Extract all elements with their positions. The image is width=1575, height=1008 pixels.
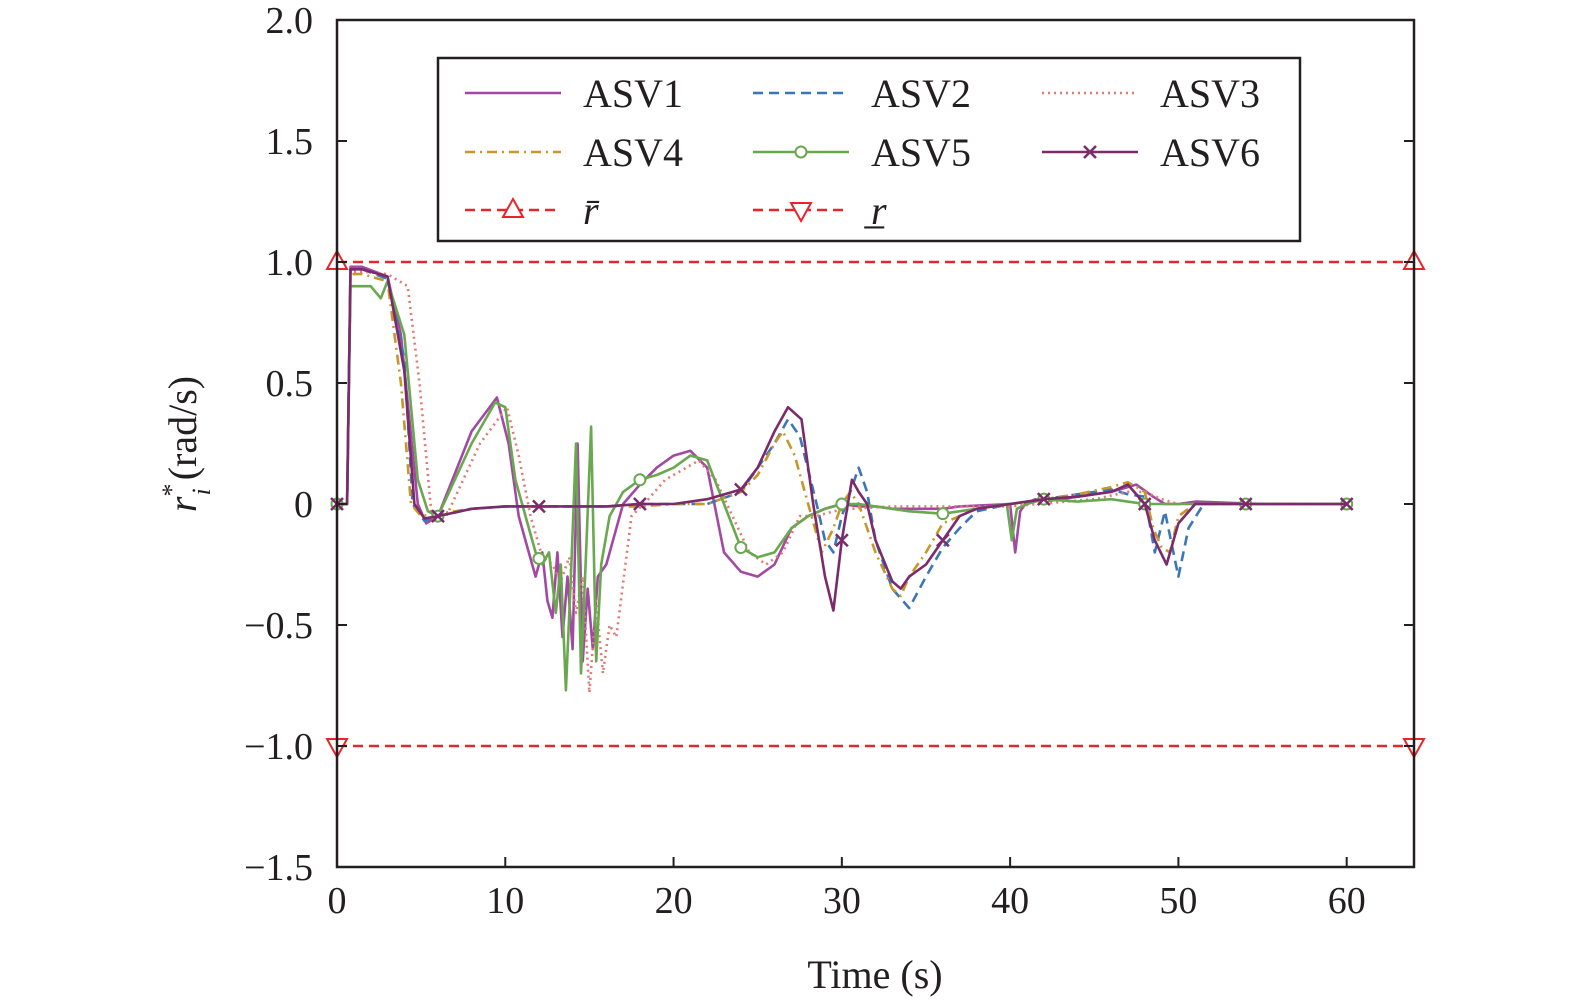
legend-item-asv3: ASV3: [1042, 71, 1260, 116]
y-tick-label: −0.5: [244, 605, 313, 647]
series-line-asv1: [337, 265, 1347, 663]
x-tick-label: 20: [655, 880, 693, 922]
y-axis-title: r*i (rad/s): [157, 376, 216, 512]
legend-label-r-upper-bound: r̄: [583, 188, 600, 233]
series-asv4: [337, 272, 1347, 598]
x-tick-label: 0: [328, 880, 347, 922]
series-asv5: [330, 280, 1354, 692]
x-tick-label: 30: [823, 880, 861, 922]
series-asv3: [337, 270, 1347, 695]
y-tick-label: 0: [294, 484, 313, 526]
x-tick-label: 60: [1328, 880, 1366, 922]
y-axis-label-unit: (rad/s): [160, 376, 205, 480]
series-marker-asv6: [431, 509, 445, 523]
x-tick-label: 10: [486, 880, 524, 922]
legend-box: [436, 56, 1302, 243]
y-tick-label: 2.0: [266, 0, 314, 42]
y-axis-label-sup: *: [157, 484, 186, 497]
series-asv1: [337, 265, 1347, 663]
legend-item-asv2: ASV2: [753, 71, 971, 116]
series-asv2: [337, 268, 1347, 610]
legend-item-asv6: ASV6: [1042, 130, 1260, 175]
series-line-asv4: [337, 272, 1347, 598]
series-asv6: [330, 268, 1354, 612]
series-marker-asv5: [734, 541, 748, 555]
series-marker-asv6: [532, 499, 546, 514]
x-tick-label: 40: [991, 880, 1029, 922]
y-axis-label: r*i (rad/s): [157, 376, 216, 512]
series-line-asv2: [337, 268, 1347, 610]
series-marker-asv6: [1137, 497, 1152, 511]
legend-label-asv2: ASV2: [871, 71, 971, 116]
plot-area: 0 10 20 30 40 50 60 −1.5 −1.0 −0.5 0 0.5 1.0 1.5 2.0: [244, 0, 1426, 922]
legend-marker-asv6: [1083, 145, 1097, 159]
x-axis-title: Time (s): [807, 952, 942, 997]
legend-item-asv1: ASV1: [465, 71, 683, 116]
tick-layer: 0 10 20 30 40 50 60 −1.5 −1.0 −0.5 0 0.5 1.0 1.5 2.0: [244, 0, 1414, 922]
series-line-asv3: [337, 270, 1347, 695]
series-marker-asv6: [1036, 492, 1051, 507]
legend-label-asv5: ASV5: [871, 130, 971, 175]
legend-marker-r-lower-bound: [789, 202, 813, 224]
plot-frame: [335, 18, 1416, 869]
series-marker-asv6: [1238, 497, 1253, 511]
y-axis-label-main: r: [160, 496, 205, 512]
y-tick-label: 1.0: [266, 242, 314, 284]
legend-label-asv4: ASV4: [583, 130, 683, 175]
legend-label-asv3: ASV3: [1160, 71, 1260, 116]
series-r-upper-bound: [325, 248, 1426, 270]
legend-item-asv5: ASV5: [753, 130, 971, 175]
series-r-lower-bound: [325, 738, 1426, 760]
series-marker-asv5: [835, 497, 849, 511]
legend-marker-asv5: [794, 145, 808, 159]
x-tick-label: 50: [1159, 880, 1197, 922]
x-axis-label: Time (s): [807, 952, 942, 997]
y-tick-label: 1.5: [266, 121, 314, 163]
series-marker-asv6: [733, 482, 748, 497]
series-layer: [325, 248, 1426, 760]
legend-marker-r-upper-bound: [501, 196, 525, 218]
series-marker-asv5: [936, 507, 950, 521]
legend-label-asv6: ASV6: [1160, 130, 1260, 175]
series-marker-asv6: [633, 497, 647, 511]
series-marker-asv6: [834, 533, 849, 548]
y-axis-label-sub: i: [187, 488, 216, 495]
legend-item-asv4: ASV4: [465, 130, 683, 175]
series-marker-asv6: [935, 533, 950, 548]
series-marker-asv5: [532, 551, 546, 565]
y-tick-label: 0.5: [266, 363, 314, 405]
series-marker-asv6: [1339, 497, 1354, 511]
series-line-asv6: [337, 268, 1347, 612]
series-marker-asv5: [633, 473, 647, 487]
legend-item-r-upper-bound: r̄: [465, 188, 600, 233]
y-tick-label: −1.5: [244, 847, 313, 889]
y-tick-label: −1.0: [244, 726, 313, 768]
legend-label-asv1: ASV1: [583, 71, 683, 116]
series-line-asv5: [337, 280, 1347, 692]
